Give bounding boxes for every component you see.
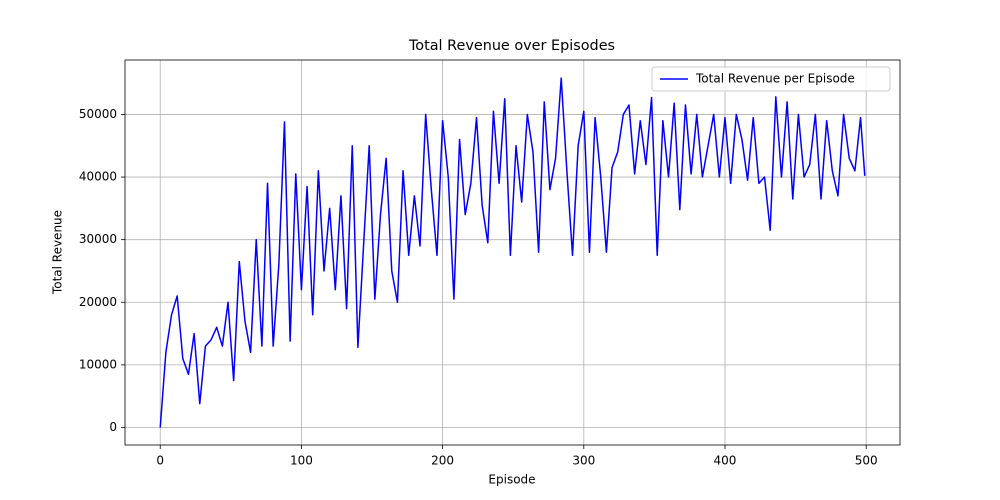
y-tick-label: 10000 [79,357,117,371]
y-axis-label: Total Revenue [51,210,65,295]
legend-box [651,66,891,92]
x-tick-label: 100 [290,454,313,468]
x-tick-label: 0 [156,454,164,468]
x-tick-label: 300 [572,454,595,468]
y-tick-label: 20000 [79,295,117,309]
y-tick-label: 0 [109,420,117,434]
legend-label: Total Revenue per Episode [695,72,855,86]
x-axis-label: Episode [488,473,535,487]
y-tick-label: 50000 [79,107,117,121]
x-tick-label: 500 [855,454,878,468]
plot-frame [124,59,901,446]
y-tick-label: 30000 [79,232,117,246]
data-line [159,77,866,428]
x-tick-label: 400 [714,454,737,468]
y-tick-label: 40000 [79,170,117,184]
x-tick-label: 200 [431,454,454,468]
chart-title: Total Revenue over Episodes [408,38,615,54]
